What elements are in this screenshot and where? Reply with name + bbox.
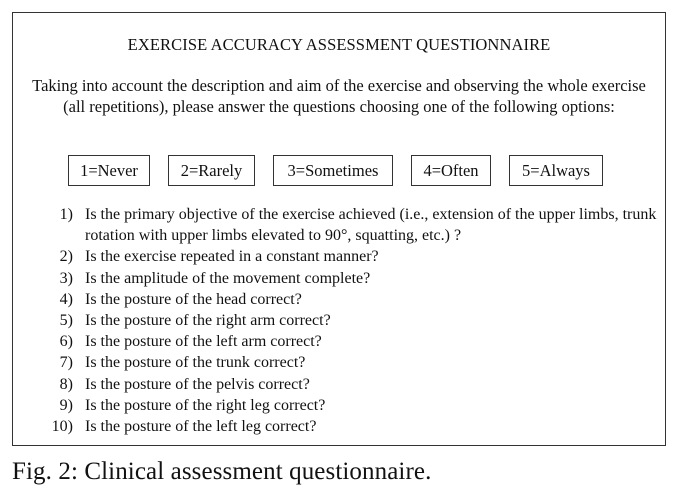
question-text: Is the posture of the trunk correct? [85, 354, 306, 372]
question-number: 7) [59, 354, 73, 372]
question-text: Is the posture of the right leg correct? [85, 396, 326, 414]
question-text: Is the exercise repeated in a constant m… [85, 248, 379, 266]
question-number: 10) [51, 418, 73, 436]
list-item: 7) Is the posture of the trunk correct? [23, 352, 663, 373]
question-number: 4) [59, 290, 73, 308]
option-often: 4=Often [411, 155, 491, 186]
list-item: 1) Is the primary objective of the exerc… [23, 204, 663, 246]
question-number: 6) [59, 333, 73, 351]
question-text: Is the posture of the right arm correct? [85, 312, 331, 330]
question-number: 1) [59, 206, 73, 223]
questionnaire-box: EXERCISE ACCURACY ASSESSMENT QUESTIONNAI… [12, 12, 666, 446]
question-text: Is the amplitude of the movement complet… [85, 269, 371, 287]
question-list: 1) Is the primary objective of the exerc… [23, 204, 663, 437]
list-item: 6) Is the posture of the left arm correc… [23, 331, 663, 352]
question-text: Is the posture of the left leg correct? [85, 418, 317, 436]
list-item: 9) Is the posture of the right leg corre… [23, 395, 663, 416]
question-text: Is the primary objective of the exercise… [85, 206, 657, 245]
option-rarely: 2=Rarely [168, 155, 255, 186]
question-number: 9) [59, 396, 73, 414]
question-text: Is the posture of the head correct? [85, 290, 302, 308]
question-text: Is the posture of the pelvis correct? [85, 375, 310, 393]
questionnaire-intro: Taking into account the description and … [32, 76, 646, 116]
questionnaire-title: EXERCISE ACCURACY ASSESSMENT QUESTIONNAI… [127, 35, 551, 54]
answer-options: 1=Never 2=Rarely 3=Sometimes 4=Often 5=A… [13, 155, 665, 188]
list-item: 5) Is the posture of the right arm corre… [23, 310, 663, 331]
question-number: 5) [59, 312, 73, 330]
question-text: Is the posture of the left arm correct? [85, 333, 322, 351]
option-sometimes: 3=Sometimes [273, 155, 393, 186]
question-number: 2) [59, 248, 73, 266]
list-item: 2) Is the exercise repeated in a constan… [23, 246, 663, 267]
option-always: 5=Always [509, 155, 603, 186]
list-item: 4) Is the posture of the head correct? [23, 289, 663, 310]
option-never: 1=Never [68, 155, 150, 186]
list-item: 10) Is the posture of the left leg corre… [23, 416, 663, 437]
question-number: 8) [59, 375, 73, 393]
list-item: 3) Is the amplitude of the movement comp… [23, 268, 663, 289]
question-number: 3) [59, 269, 73, 287]
figure-caption: Fig. 2: Clinical assessment questionnair… [12, 458, 432, 485]
list-item: 8) Is the posture of the pelvis correct? [23, 374, 663, 395]
